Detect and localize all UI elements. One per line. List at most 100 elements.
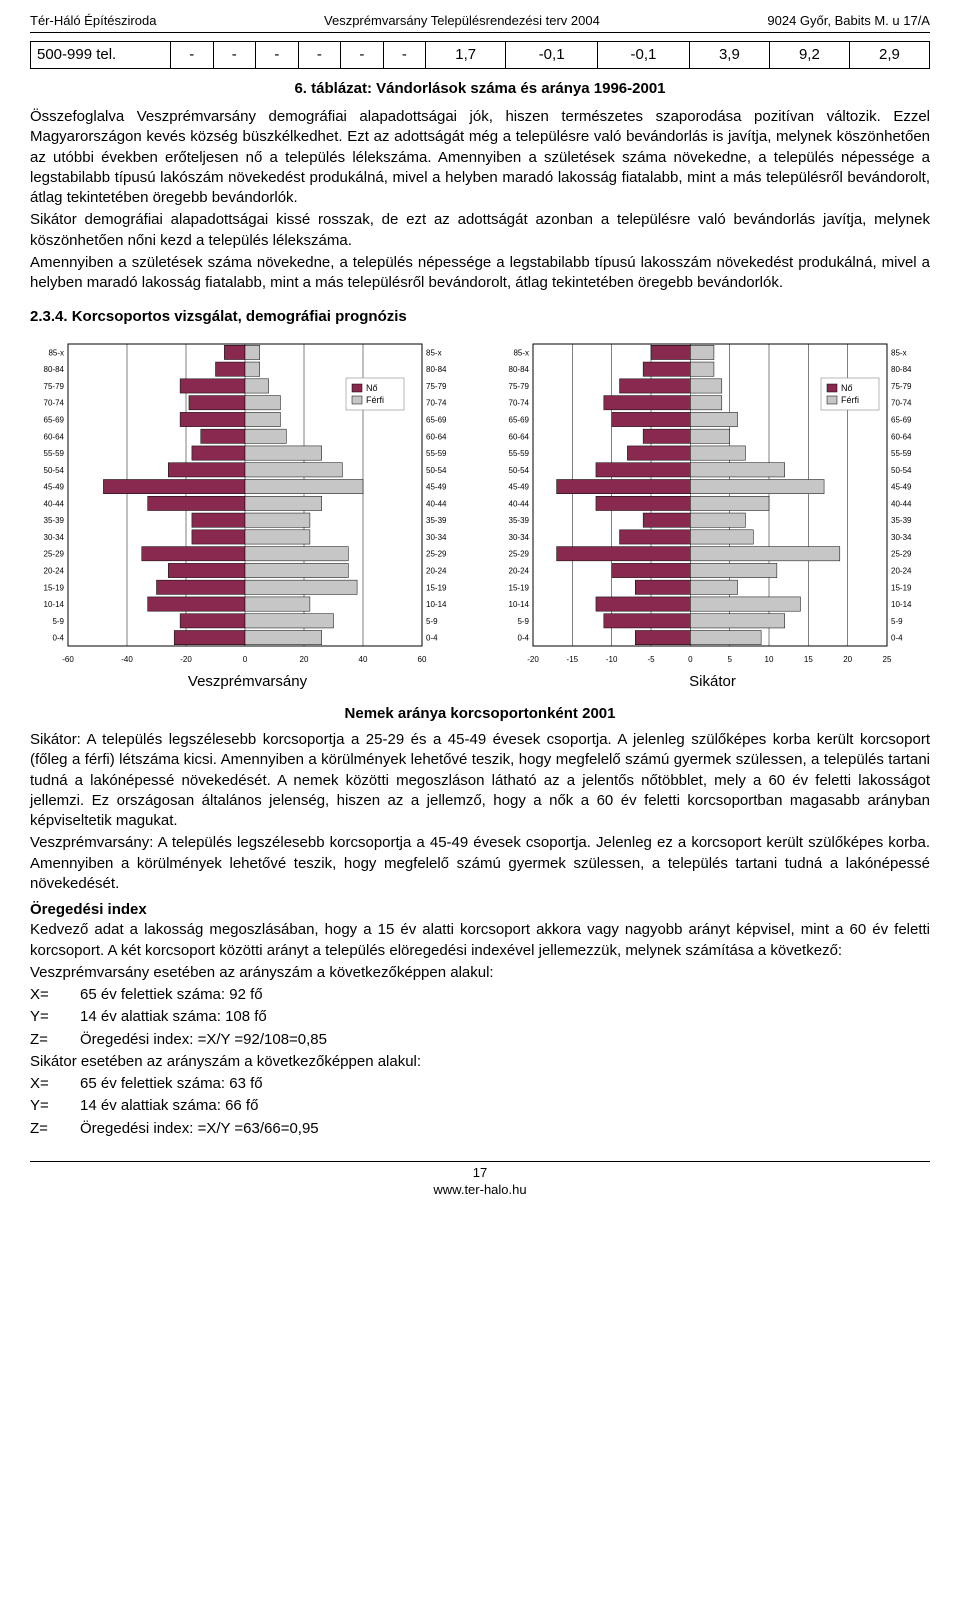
calc-label: Z= bbox=[30, 1030, 80, 1050]
page-header: Tér-Háló Építésziroda Veszprémvarsány Te… bbox=[30, 12, 930, 33]
table-row: 500-999 tel. - - - - - - 1,7 -0,1 -0,1 3… bbox=[31, 41, 930, 68]
svg-text:40-44: 40-44 bbox=[426, 499, 447, 508]
svg-text:5-9: 5-9 bbox=[517, 616, 529, 625]
svg-text:25-29: 25-29 bbox=[426, 549, 447, 558]
svg-text:35-39: 35-39 bbox=[44, 516, 65, 525]
svg-text:10-14: 10-14 bbox=[891, 600, 912, 609]
svg-text:0-4: 0-4 bbox=[52, 633, 64, 642]
charts-caption: Nemek aránya korcsoportonként 2001 bbox=[30, 704, 930, 724]
page-number: 17 bbox=[30, 1164, 930, 1182]
svg-text:80-84: 80-84 bbox=[426, 365, 447, 374]
svg-text:60: 60 bbox=[418, 655, 427, 664]
svg-text:40-44: 40-44 bbox=[891, 499, 912, 508]
svg-text:65-69: 65-69 bbox=[426, 415, 447, 424]
calc-value: Öregedési index: =X/Y =92/108=0,85 bbox=[80, 1031, 327, 1048]
calc-line: X=65 év felettiek száma: 63 fő bbox=[30, 1074, 930, 1094]
calc-intro: Veszprémvarsány esetében az arányszám a … bbox=[30, 963, 930, 983]
svg-text:85-x: 85-x bbox=[513, 348, 529, 357]
svg-text:5-9: 5-9 bbox=[891, 616, 903, 625]
svg-text:10-14: 10-14 bbox=[44, 600, 65, 609]
svg-text:50-54: 50-54 bbox=[44, 465, 65, 474]
svg-text:60-64: 60-64 bbox=[509, 432, 530, 441]
svg-text:55-59: 55-59 bbox=[891, 449, 912, 458]
chart-veszpremvarsany: -60-40-20020406085-x85-x80-8480-8475-797… bbox=[30, 338, 465, 692]
svg-text:75-79: 75-79 bbox=[891, 381, 912, 390]
svg-text:70-74: 70-74 bbox=[426, 398, 447, 407]
cell: 9,2 bbox=[769, 41, 849, 68]
svg-text:-10: -10 bbox=[606, 655, 618, 664]
svg-text:85-x: 85-x bbox=[891, 348, 907, 357]
svg-text:20-24: 20-24 bbox=[891, 566, 912, 575]
calc-value: 14 év alattiak száma: 66 fő bbox=[80, 1097, 258, 1114]
svg-text:70-74: 70-74 bbox=[891, 398, 912, 407]
svg-text:55-59: 55-59 bbox=[44, 449, 65, 458]
svg-text:5: 5 bbox=[727, 655, 732, 664]
calc-label: X= bbox=[30, 985, 80, 1005]
cell: -0,1 bbox=[598, 41, 690, 68]
svg-text:0-4: 0-4 bbox=[891, 633, 903, 642]
svg-text:10: 10 bbox=[765, 655, 774, 664]
svg-text:-15: -15 bbox=[567, 655, 579, 664]
svg-text:60-64: 60-64 bbox=[44, 432, 65, 441]
header-center: Veszprémvarsány Településrendezési terv … bbox=[324, 12, 600, 30]
svg-text:0: 0 bbox=[243, 655, 248, 664]
calc-value: 14 év alattiak száma: 108 fő bbox=[80, 1008, 267, 1025]
svg-text:30-34: 30-34 bbox=[891, 532, 912, 541]
cell: - bbox=[171, 41, 214, 68]
chart-sikator: -20-15-10-5051015202585-x85-x80-8480-847… bbox=[495, 338, 930, 692]
calc-label: Y= bbox=[30, 1096, 80, 1116]
svg-text:80-84: 80-84 bbox=[509, 365, 530, 374]
paragraph: Összefoglalva Veszprémvarsány demográfia… bbox=[30, 107, 930, 208]
svg-text:65-69: 65-69 bbox=[509, 415, 530, 424]
svg-text:40: 40 bbox=[359, 655, 368, 664]
svg-text:15-19: 15-19 bbox=[891, 583, 912, 592]
cell: - bbox=[341, 41, 384, 68]
cell: -0,1 bbox=[506, 41, 598, 68]
svg-text:30-34: 30-34 bbox=[426, 532, 447, 541]
cell: - bbox=[213, 41, 256, 68]
svg-text:45-49: 45-49 bbox=[44, 482, 65, 491]
chart-title: Sikátor bbox=[495, 672, 930, 692]
cell: 1,7 bbox=[426, 41, 506, 68]
paragraph: Sikátor demográfiai alapadottságai kissé… bbox=[30, 210, 930, 251]
svg-text:60-64: 60-64 bbox=[891, 432, 912, 441]
calc-line: Y=14 év alattiak száma: 108 fő bbox=[30, 1007, 930, 1027]
svg-text:45-49: 45-49 bbox=[891, 482, 912, 491]
svg-text:50-54: 50-54 bbox=[509, 465, 530, 474]
svg-text:65-69: 65-69 bbox=[44, 415, 65, 424]
svg-text:-60: -60 bbox=[62, 655, 74, 664]
svg-text:75-79: 75-79 bbox=[44, 381, 65, 390]
svg-text:60-64: 60-64 bbox=[426, 432, 447, 441]
cell: - bbox=[256, 41, 299, 68]
paragraph: Veszprémvarsány: A település legszéleseb… bbox=[30, 833, 930, 894]
svg-text:80-84: 80-84 bbox=[44, 365, 65, 374]
pyramid-chart: -60-40-20020406085-x85-x80-8480-8475-797… bbox=[30, 338, 460, 668]
svg-text:5-9: 5-9 bbox=[52, 616, 64, 625]
svg-text:35-39: 35-39 bbox=[509, 516, 530, 525]
svg-text:45-49: 45-49 bbox=[509, 482, 530, 491]
svg-text:20-24: 20-24 bbox=[44, 566, 65, 575]
calc-value: 65 év felettiek száma: 92 fő bbox=[80, 986, 263, 1003]
svg-text:85-x: 85-x bbox=[426, 348, 442, 357]
svg-text:65-69: 65-69 bbox=[891, 415, 912, 424]
header-right: 9024 Győr, Babits M. u 17/A bbox=[767, 12, 930, 30]
svg-text:Férfi: Férfi bbox=[366, 395, 384, 405]
svg-text:Nő: Nő bbox=[841, 383, 853, 393]
paragraph: Kedvező adat a lakosság megoszlásában, h… bbox=[30, 920, 930, 961]
calc-value: 65 év felettiek száma: 63 fő bbox=[80, 1075, 263, 1092]
calc-label: Z= bbox=[30, 1119, 80, 1139]
paragraph: Amennyiben a születések száma növekedne,… bbox=[30, 253, 930, 294]
charts-row: -60-40-20020406085-x85-x80-8480-8475-797… bbox=[30, 338, 930, 692]
subheading: Öregedési index bbox=[30, 900, 930, 920]
svg-text:15-19: 15-19 bbox=[44, 583, 65, 592]
svg-text:30-34: 30-34 bbox=[509, 532, 530, 541]
calc-line: X=65 év felettiek száma: 92 fő bbox=[30, 985, 930, 1005]
svg-text:-20: -20 bbox=[180, 655, 192, 664]
svg-text:20: 20 bbox=[300, 655, 309, 664]
svg-text:80-84: 80-84 bbox=[891, 365, 912, 374]
svg-text:50-54: 50-54 bbox=[426, 465, 447, 474]
svg-text:25: 25 bbox=[883, 655, 892, 664]
chart-title: Veszprémvarsány bbox=[30, 672, 465, 692]
svg-text:20: 20 bbox=[843, 655, 852, 664]
cell: 3,9 bbox=[689, 41, 769, 68]
